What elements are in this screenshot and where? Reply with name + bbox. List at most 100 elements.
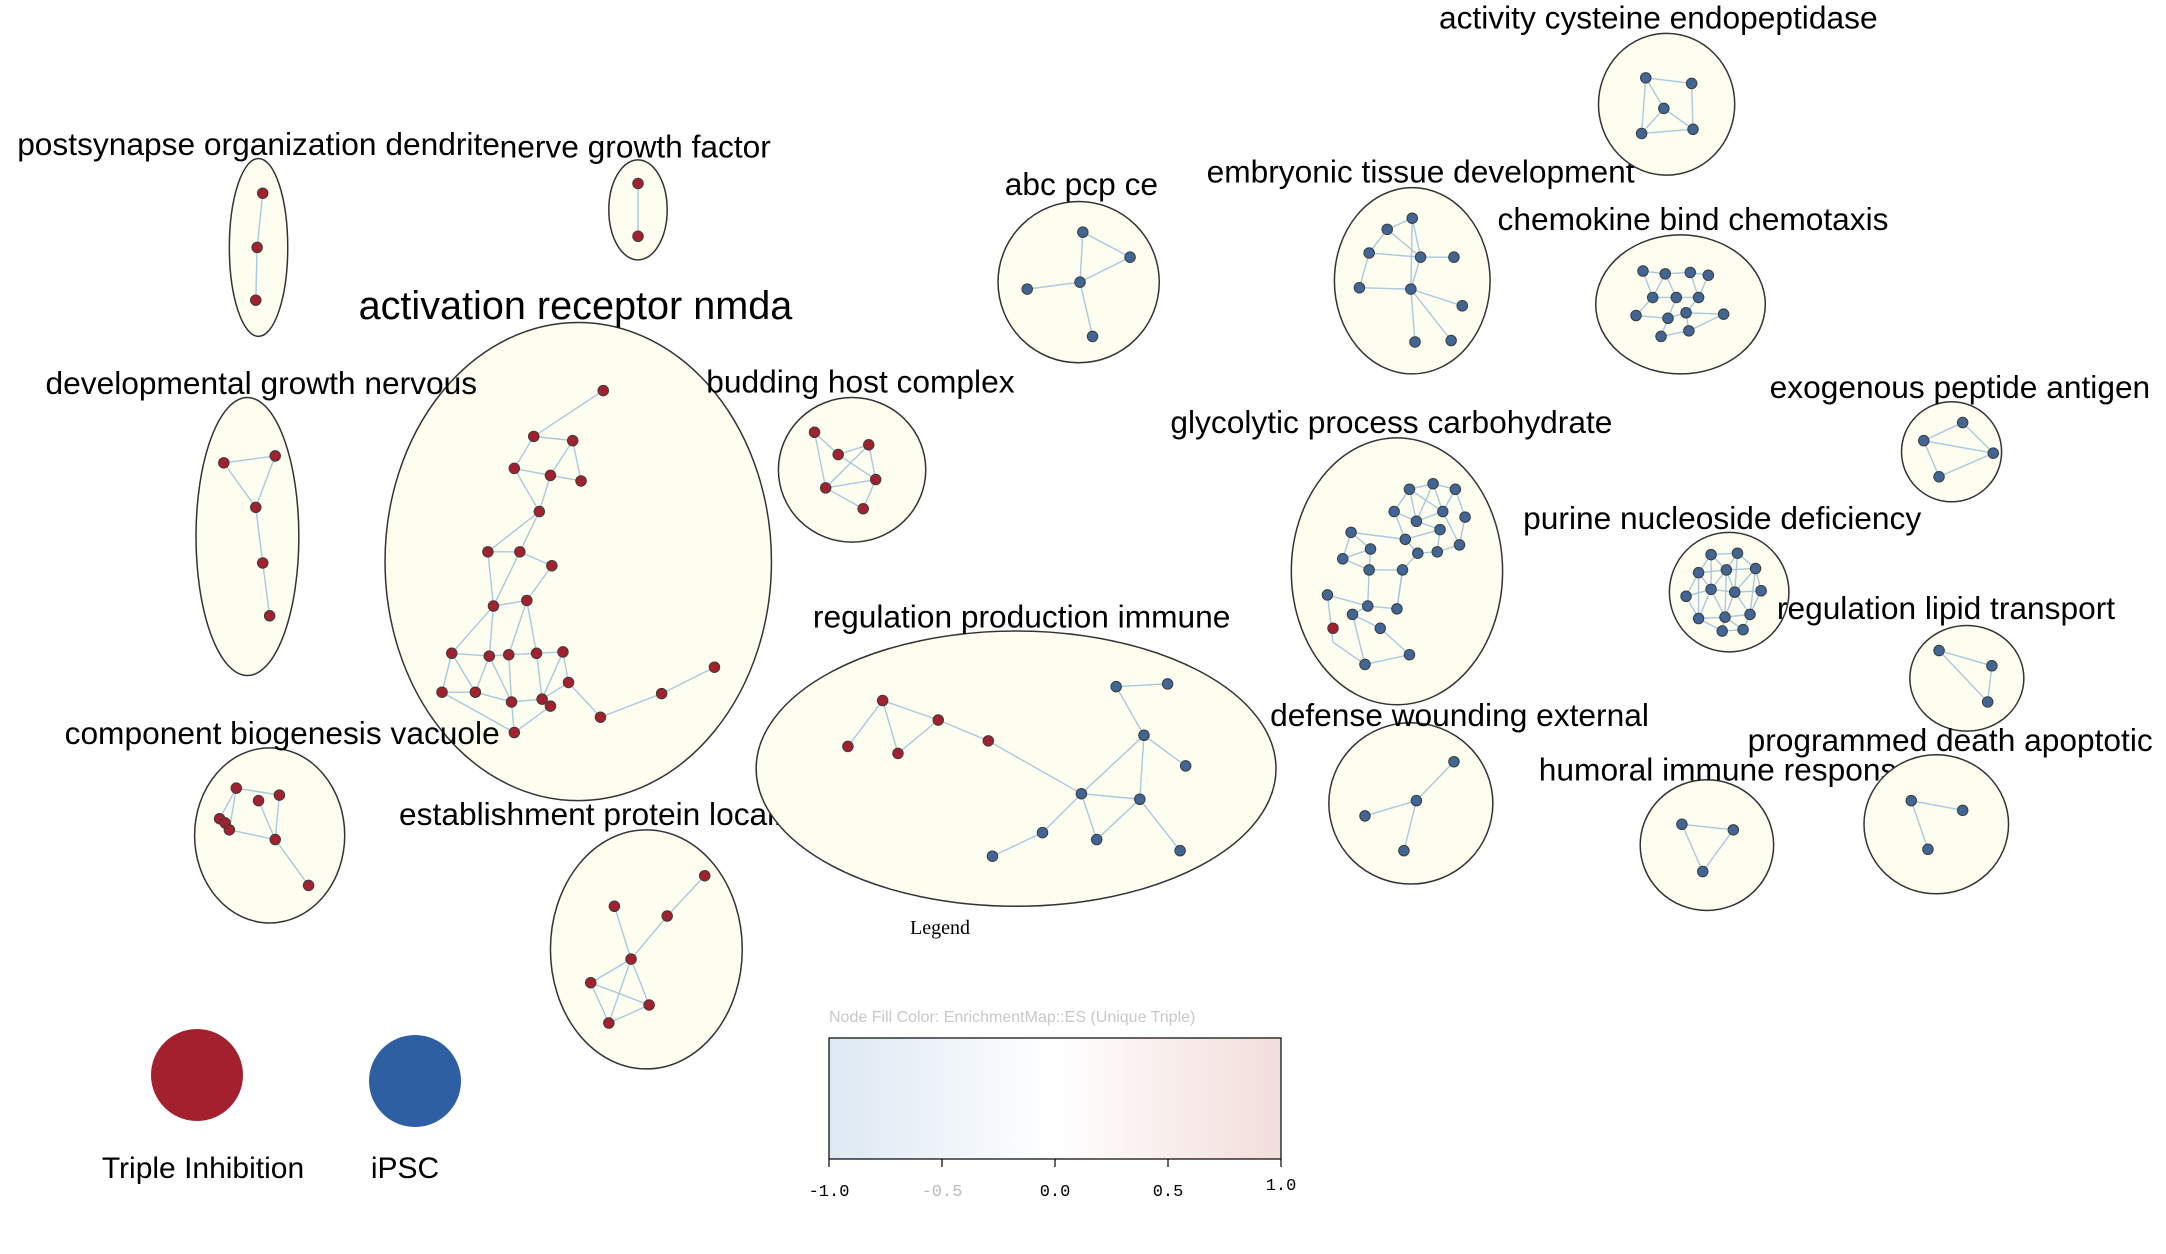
gene-set-node[interactable] bbox=[562, 676, 575, 689]
gene-set-node[interactable] bbox=[982, 735, 995, 747]
gene-set-node[interactable] bbox=[1174, 844, 1186, 857]
gene-set-node[interactable] bbox=[1456, 300, 1469, 312]
gene-set-node[interactable] bbox=[1744, 608, 1756, 621]
gene-set-node[interactable] bbox=[655, 687, 668, 700]
gene-set-node[interactable] bbox=[1396, 564, 1409, 576]
gene-set-node[interactable] bbox=[1077, 226, 1089, 238]
gene-set-node[interactable] bbox=[544, 700, 557, 712]
gene-set-node[interactable] bbox=[436, 686, 448, 698]
gene-set-node[interactable] bbox=[1680, 590, 1692, 603]
gene-set-node[interactable] bbox=[1755, 585, 1767, 597]
gene-set-node[interactable] bbox=[698, 869, 711, 882]
gene-set-node[interactable] bbox=[1363, 564, 1375, 576]
gene-set-node[interactable] bbox=[546, 559, 558, 572]
gene-set-node[interactable] bbox=[487, 600, 500, 612]
gene-set-node[interactable] bbox=[597, 384, 610, 397]
cluster-c6[interactable]: component biogenesis vacuole bbox=[65, 715, 500, 924]
gene-set-node[interactable] bbox=[1036, 826, 1049, 839]
gene-set-node[interactable] bbox=[1437, 505, 1449, 518]
cluster-c2[interactable]: nerve growth factor bbox=[500, 129, 772, 261]
gene-set-node[interactable] bbox=[1090, 833, 1103, 846]
gene-set-node[interactable] bbox=[661, 910, 673, 922]
gene-set-node[interactable] bbox=[1685, 77, 1698, 90]
cluster-c18[interactable]: humoral immune response bbox=[1539, 751, 1914, 912]
gene-set-node[interactable] bbox=[808, 426, 821, 439]
gene-set-node[interactable] bbox=[1670, 291, 1683, 304]
gene-set-node[interactable] bbox=[469, 686, 482, 698]
gene-set-node[interactable] bbox=[1918, 434, 1930, 447]
gene-set-node[interactable] bbox=[1409, 336, 1421, 348]
gene-set-node[interactable] bbox=[1684, 266, 1696, 279]
gene-set-node[interactable] bbox=[585, 976, 597, 989]
gene-set-node[interactable] bbox=[625, 953, 637, 965]
gene-set-node[interactable] bbox=[1692, 612, 1705, 625]
gene-set-node[interactable] bbox=[603, 1017, 615, 1029]
gene-set-node[interactable] bbox=[1658, 102, 1670, 115]
gene-set-node[interactable] bbox=[842, 740, 854, 753]
gene-set-node[interactable] bbox=[1364, 543, 1377, 555]
cluster-c10[interactable]: embryonic tissue development bbox=[1207, 154, 1635, 375]
gene-set-node[interactable] bbox=[446, 647, 458, 660]
gene-set-node[interactable] bbox=[1687, 123, 1699, 136]
gene-set-node[interactable] bbox=[530, 647, 543, 660]
gene-set-node[interactable] bbox=[508, 726, 521, 739]
gene-set-node[interactable] bbox=[263, 610, 276, 622]
gene-set-node[interactable] bbox=[632, 177, 644, 190]
gene-set-node[interactable] bbox=[1727, 824, 1740, 836]
gene-set-node[interactable] bbox=[1683, 325, 1695, 337]
gene-set-node[interactable] bbox=[1359, 810, 1371, 822]
gene-set-node[interactable] bbox=[1981, 696, 1994, 708]
gene-set-node[interactable] bbox=[1933, 644, 1945, 657]
gene-set-node[interactable] bbox=[1405, 283, 1417, 295]
gene-set-node[interactable] bbox=[1412, 547, 1424, 559]
gene-set-node[interactable] bbox=[508, 462, 521, 475]
gene-set-node[interactable] bbox=[1086, 330, 1099, 343]
gene-set-node[interactable] bbox=[269, 450, 281, 462]
gene-set-node[interactable] bbox=[708, 661, 721, 673]
gene-set-node[interactable] bbox=[1336, 553, 1349, 565]
gene-set-node[interactable] bbox=[566, 434, 579, 447]
gene-set-node[interactable] bbox=[269, 833, 281, 846]
cluster-c12[interactable]: chemokine bind chemotaxis bbox=[1498, 201, 1889, 375]
gene-set-node[interactable] bbox=[1388, 505, 1400, 518]
gene-set-node[interactable] bbox=[1459, 511, 1471, 523]
gene-set-node[interactable] bbox=[1680, 307, 1692, 319]
gene-set-node[interactable] bbox=[1403, 648, 1416, 661]
gene-set-node[interactable] bbox=[1399, 533, 1412, 546]
gene-set-node[interactable] bbox=[1391, 603, 1403, 615]
gene-set-node[interactable] bbox=[502, 648, 515, 661]
gene-set-node[interactable] bbox=[1705, 583, 1717, 596]
cluster-c1[interactable]: postsynapse organization dendrite bbox=[17, 126, 500, 338]
gene-set-node[interactable] bbox=[1427, 477, 1439, 490]
gene-set-node[interactable] bbox=[1702, 269, 1715, 281]
gene-set-node[interactable] bbox=[1720, 564, 1733, 576]
gene-set-node[interactable] bbox=[251, 241, 263, 254]
cluster-c11[interactable]: activity cysteine endopeptidase bbox=[1439, 0, 1878, 176]
gene-set-node[interactable] bbox=[1956, 804, 1969, 817]
cluster-c19[interactable]: programmed death apoptotic bbox=[1748, 722, 2153, 895]
gene-set-node[interactable] bbox=[1134, 793, 1146, 805]
gene-set-node[interactable] bbox=[230, 782, 243, 794]
gene-set-node[interactable] bbox=[505, 696, 518, 708]
gene-set-node[interactable] bbox=[1728, 586, 1741, 598]
gene-set-node[interactable] bbox=[1434, 523, 1446, 536]
gene-set-node[interactable] bbox=[1345, 526, 1357, 539]
gene-set-node[interactable] bbox=[1374, 622, 1387, 635]
cluster-c3[interactable]: activation receptor nmda bbox=[359, 284, 794, 802]
cluster-c7[interactable]: establishment protein localization bbox=[399, 796, 866, 1070]
gene-set-node[interactable] bbox=[869, 473, 882, 486]
gene-set-node[interactable] bbox=[643, 999, 655, 1011]
gene-set-node[interactable] bbox=[1359, 658, 1371, 671]
gene-set-node[interactable] bbox=[819, 482, 832, 494]
gene-set-node[interactable] bbox=[1110, 680, 1122, 693]
cluster-c8[interactable]: regulation production immune bbox=[755, 598, 1277, 908]
gene-set-node[interactable] bbox=[1448, 251, 1460, 263]
gene-set-node[interactable] bbox=[544, 469, 557, 482]
gene-set-node[interactable] bbox=[223, 824, 236, 836]
gene-set-node[interactable] bbox=[1445, 334, 1457, 347]
gene-set-node[interactable] bbox=[536, 693, 548, 705]
gene-set-node[interactable] bbox=[1987, 447, 2000, 459]
gene-set-node[interactable] bbox=[1346, 608, 1359, 621]
gene-set-node[interactable] bbox=[1716, 625, 1728, 637]
gene-set-node[interactable] bbox=[1655, 330, 1667, 343]
